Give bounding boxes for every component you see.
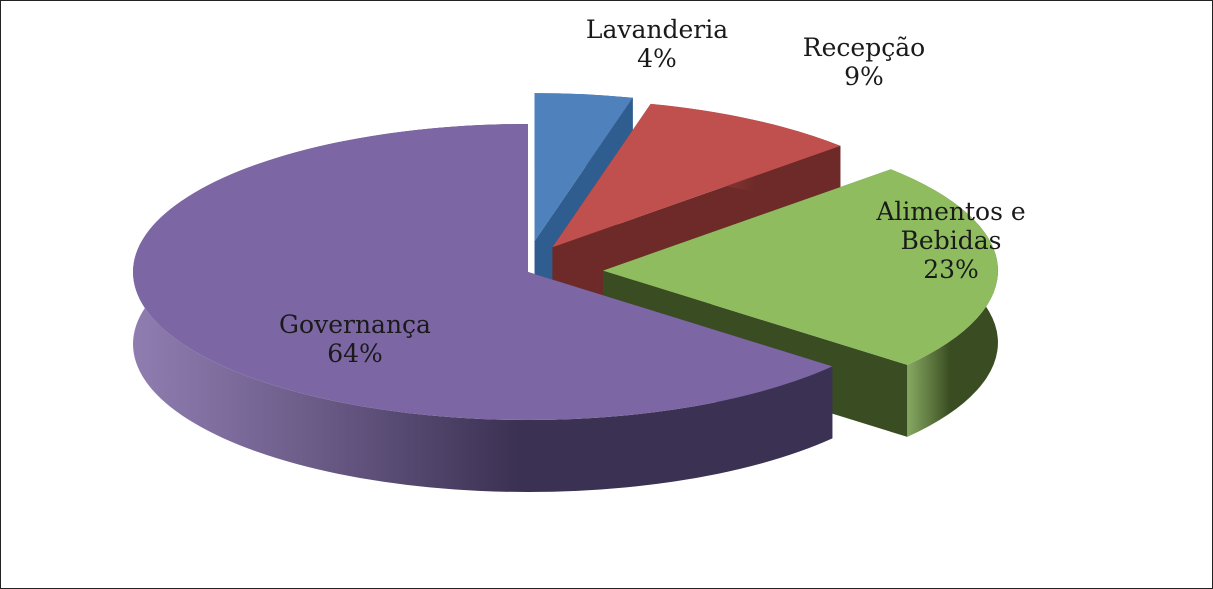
- slice-top: [132, 124, 833, 420]
- slice-governan-a: [132, 124, 833, 493]
- data-label-recep-o: Recepção 9%: [803, 33, 925, 91]
- slice-top: [602, 169, 998, 365]
- data-label-governan-a: Governança 64%: [279, 310, 431, 368]
- slice-top: [552, 103, 841, 248]
- data-label-alimentos-e-bebidas: Alimentos e Bebidas 23%: [875, 197, 1025, 284]
- slice-top: [534, 93, 633, 242]
- data-label-lavanderia: Lavanderia 4%: [586, 15, 728, 73]
